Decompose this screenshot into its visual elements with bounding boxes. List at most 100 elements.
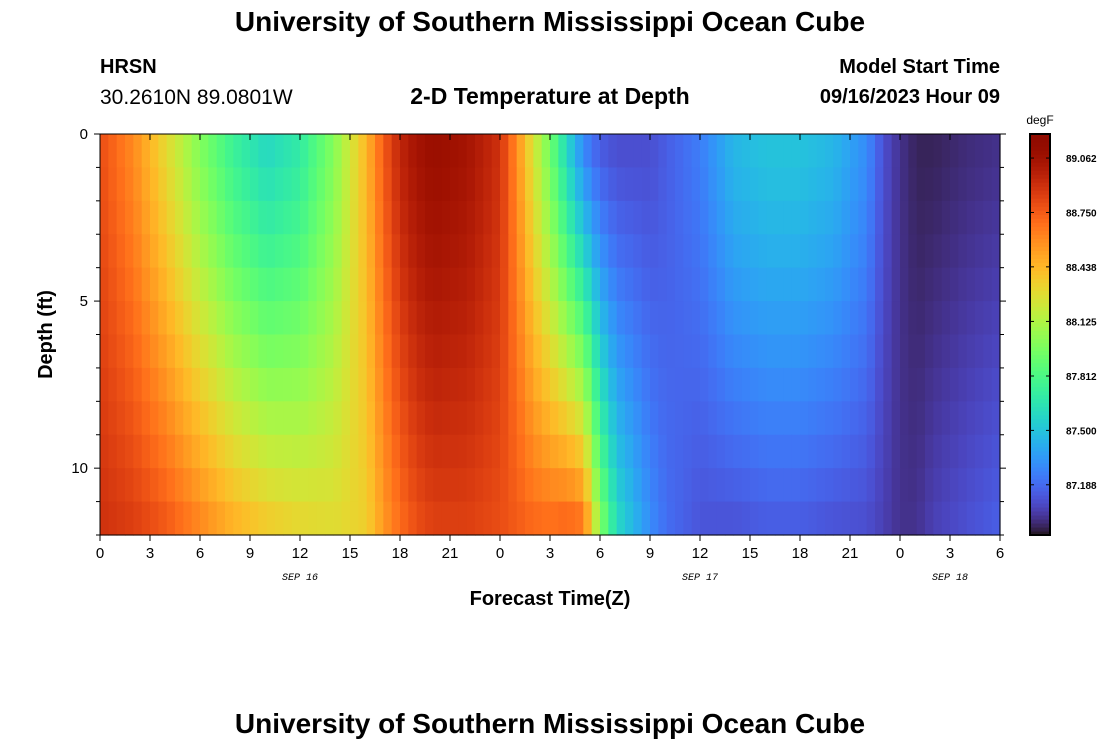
heatmap-cell [441, 200, 451, 235]
heatmap-cell [325, 167, 334, 202]
heatmap-cell [725, 234, 734, 269]
heatmap-cell [316, 267, 326, 302]
heatmap-cell [716, 434, 726, 469]
heatmap-cell [225, 334, 234, 369]
heatmap-cell [608, 200, 618, 235]
heatmap-cell [383, 334, 393, 369]
colorbar-segment [1030, 254, 1050, 259]
heatmap-cell [958, 200, 968, 235]
heatmap-cell [250, 267, 259, 302]
heatmap-cell [183, 468, 193, 503]
heatmap-cell [458, 434, 468, 469]
heatmap-cell [683, 367, 693, 402]
heatmap-cell [916, 200, 926, 235]
heatmap-cell [541, 367, 551, 402]
heatmap-cell [358, 334, 368, 369]
heatmap-cell [741, 234, 751, 269]
heatmap-cell [208, 434, 218, 469]
heatmap-cell [500, 167, 509, 202]
heatmap-cell [225, 434, 234, 469]
heatmap-cell [583, 267, 593, 302]
heatmap-cell [625, 234, 634, 269]
heatmap-cell [166, 200, 176, 235]
heatmap-cell [866, 401, 876, 436]
colorbar-tick-label: 88.750 [1066, 208, 1097, 219]
heatmap-cell [566, 200, 576, 235]
heatmap-cell [216, 200, 226, 235]
heatmap-cell [175, 367, 184, 402]
heatmap-cell [591, 134, 601, 169]
heatmap-cell [500, 434, 509, 469]
heatmap-cell [400, 334, 409, 369]
heatmap-cell [183, 334, 193, 369]
heatmap-cell [825, 468, 834, 503]
heatmap-cell [266, 468, 276, 503]
heatmap-cell [508, 267, 518, 302]
heatmap-cell [725, 501, 734, 536]
colorbar-segment [1030, 286, 1050, 291]
heatmap-cell [233, 167, 243, 202]
heatmap-cell [175, 167, 184, 202]
heatmap-cell [958, 234, 968, 269]
heatmap-cell [183, 301, 193, 336]
heatmap-cell [625, 434, 634, 469]
heatmap-cell [608, 234, 618, 269]
heatmap-cell [166, 301, 176, 336]
heatmap-cell [583, 200, 593, 235]
heatmap-cell [325, 468, 334, 503]
heatmap-cell [833, 134, 843, 169]
heatmap-cell [858, 434, 868, 469]
heatmap-cell [941, 200, 951, 235]
heatmap-cell [216, 167, 226, 202]
heatmap-cell [716, 501, 726, 536]
heatmap-cell [616, 167, 626, 202]
heatmap-cell [258, 167, 268, 202]
heatmap-cell [166, 234, 176, 269]
heatmap-cell [733, 167, 743, 202]
colorbar-segment [1030, 314, 1050, 320]
heatmap-cell [791, 334, 801, 369]
colorbar: 89.062 88.750 88.438 88.125 87.812 87.500 87.1… [1026, 113, 1097, 536]
heatmap-cell [858, 167, 868, 202]
heatmap-cell [108, 501, 118, 536]
heatmap-cell [166, 134, 176, 169]
heatmap-cell [733, 334, 743, 369]
heatmap-cell [808, 401, 818, 436]
heatmap-cell [391, 401, 401, 436]
heatmap-cell [850, 468, 859, 503]
heatmap-cell [841, 468, 851, 503]
heatmap-cell [583, 301, 593, 336]
heatmap-cell [658, 468, 668, 503]
heatmap-cell [491, 234, 501, 269]
heatmap-cell [433, 200, 443, 235]
heatmap-cell [425, 167, 434, 202]
heatmap-cell [308, 434, 318, 469]
heatmap-cell [975, 301, 984, 336]
heatmap-cell [200, 234, 209, 269]
heatmap-cell [800, 434, 809, 469]
colorbar-segment [1030, 230, 1050, 235]
heatmap-cell [283, 301, 293, 336]
heatmap-cell [266, 301, 276, 336]
heatmap-cell [466, 167, 476, 202]
heatmap-cell [125, 267, 134, 302]
heatmap-cell [741, 468, 751, 503]
heatmap-cell [766, 401, 776, 436]
heatmap-cell [133, 234, 143, 269]
heatmap-cell [841, 401, 851, 436]
heatmap-cell [608, 134, 618, 169]
heatmap-cell [800, 301, 809, 336]
heatmap-cell [341, 401, 351, 436]
heatmap-cell [725, 200, 734, 235]
heatmap-cell [283, 200, 293, 235]
heatmap-cell [125, 234, 134, 269]
heatmap-cell [991, 167, 1001, 202]
heatmap-cell [191, 501, 201, 536]
heatmap-cell [233, 234, 243, 269]
heatmap-cell [916, 334, 926, 369]
heatmap-cell [175, 267, 184, 302]
heatmap-cell [991, 401, 1001, 436]
heatmap-cell [116, 367, 126, 402]
heatmap-cell [250, 234, 259, 269]
heatmap-cell [100, 234, 109, 269]
